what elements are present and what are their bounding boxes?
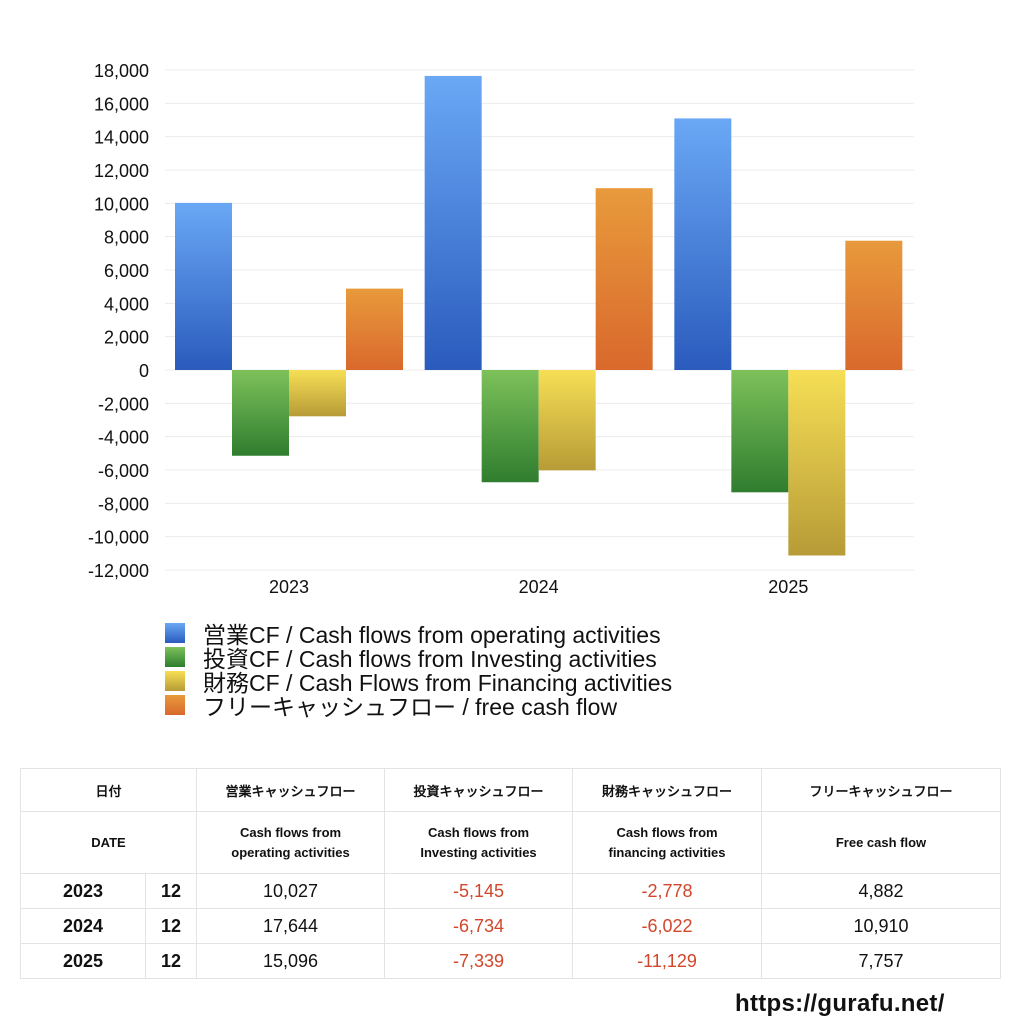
legend-swatch-operating (165, 623, 185, 643)
row-free: 10,910 (761, 908, 1002, 944)
table-row: 2023 12 10,027 -5,145 -2,778 4,882 (20, 873, 1002, 909)
legend-label-investing: 投資CF / Cash flows from Investing activit… (203, 646, 657, 672)
bar-investing-2023 (232, 370, 289, 456)
y-tick-label: 6,000 (104, 261, 149, 281)
bar-free-2025 (845, 240, 903, 370)
y-tick-label: -6,000 (98, 461, 149, 481)
legend-swatch-financing (165, 671, 185, 691)
legend-item-investing: 投資CF / Cash flows from Investing activit… (165, 645, 672, 672)
y-tick-label: -10,000 (88, 528, 149, 548)
y-tick-label: 8,000 (104, 228, 149, 248)
header-operating-ja: 営業キャッシュフロー (196, 768, 386, 812)
y-tick-label: -2,000 (98, 394, 149, 414)
y-tick-label: -4,000 (98, 428, 149, 448)
table-header-en: DATE Cash flows from operating activitie… (19, 811, 1002, 874)
bar-investing-2024 (481, 370, 539, 483)
y-tick-label: -12,000 (88, 561, 149, 581)
x-tick-label: 2025 (768, 577, 808, 597)
y-tick-label: 4,000 (104, 294, 149, 314)
header-operating-en-line2: operating activities (231, 844, 350, 860)
row-free: 4,882 (761, 873, 1002, 909)
bar-financing-2024 (538, 370, 596, 471)
legend-item-operating: 営業CF / Cash flows from operating activit… (165, 621, 672, 648)
row-operating: 15,096 (196, 943, 386, 979)
header-financing-en: Cash flows from financing activities (572, 811, 763, 874)
y-axis-ticks: 18,000 16,000 14,000 12,000 10,000 8,000 6,000… (88, 61, 149, 581)
bars (175, 75, 903, 556)
header-free-en-line1: Free cash flow (835, 834, 927, 850)
header-investing-ja: 投資キャッシュフロー (384, 768, 574, 812)
table-row: 2025 12 15,096 -7,339 -11,129 7,757 (20, 943, 1002, 979)
y-tick-label: 2,000 (104, 328, 149, 348)
row-investing: -5,145 (384, 873, 574, 909)
bar-operating-2024 (424, 75, 482, 370)
header-financing-en-line2: financing activities (608, 844, 726, 860)
bar-free-2024 (595, 188, 653, 370)
header-operating-en-line1: Cash flows from (239, 824, 342, 840)
row-investing: -7,339 (384, 943, 574, 979)
legend-item-free: フリーキャッシュフロー / free cash flow (165, 693, 672, 720)
y-tick-label: -8,000 (98, 494, 149, 514)
table-row: 2024 12 17,644 -6,734 -6,022 10,910 (20, 908, 1002, 944)
header-investing-en: Cash flows from Investing activities (384, 811, 574, 874)
legend-swatch-free (165, 695, 185, 715)
y-tick-label: 16,000 (94, 94, 149, 114)
x-tick-label: 2024 (519, 577, 559, 597)
cash-flow-table: 日付 営業キャッシュフロー 投資キャッシュフロー 財務キャッシュフロー フリーキ… (19, 768, 1002, 979)
row-month: 12 (144, 873, 198, 909)
header-date-en: DATE (19, 811, 198, 874)
header-investing-en-line1: Cash flows from (427, 824, 530, 840)
row-financing: -2,778 (572, 873, 763, 909)
y-tick-label: 14,000 (94, 128, 149, 148)
bar-chart: 18,000 16,000 14,000 12,000 10,000 8,000 6,000… (88, 61, 914, 597)
row-month: 12 (144, 908, 198, 944)
chart-legend: 営業CF / Cash flows from operating activit… (165, 621, 672, 720)
y-tick-label: 0 (139, 361, 149, 381)
row-operating: 10,027 (196, 873, 386, 909)
bar-operating-2025 (674, 118, 732, 371)
bar-financing-2025 (788, 370, 846, 556)
x-tick-label: 2023 (269, 577, 309, 597)
y-tick-label: 18,000 (94, 61, 149, 81)
header-investing-en-line2: Investing activities (420, 844, 537, 860)
header-financing-en-line1: Cash flows from (616, 824, 718, 840)
row-year: 2025 (20, 943, 146, 979)
header-financing-ja: 財務キャッシュフロー (572, 768, 763, 812)
y-tick-label: 10,000 (94, 194, 149, 214)
header-operating-en: Cash flows from operating activities (196, 811, 386, 874)
row-financing: -6,022 (572, 908, 763, 944)
row-year: 2023 (20, 873, 146, 909)
legend-label-free: フリーキャッシュフロー / free cash flow (203, 694, 618, 720)
row-operating: 17,644 (196, 908, 386, 944)
x-axis-ticks: 2023 2024 2025 (269, 577, 808, 597)
legend-swatch-investing (165, 647, 185, 667)
y-tick-label: 12,000 (94, 161, 149, 181)
header-free-ja: フリーキャッシュフロー (761, 768, 1002, 812)
header-free-en: Free cash flow (761, 811, 1002, 874)
header-date-en-line1: DATE (91, 834, 126, 850)
row-investing: -6,734 (384, 908, 574, 944)
legend-item-financing: 財務CF / Cash Flows from Financing activit… (165, 669, 672, 696)
row-year: 2024 (20, 908, 146, 944)
row-month: 12 (144, 943, 198, 979)
table-header-ja: 日付 営業キャッシュフロー 投資キャッシュフロー 財務キャッシュフロー フリーキ… (19, 768, 1002, 812)
site-url[interactable]: https://gurafu.net/ (735, 990, 945, 1017)
bar-free-2023 (346, 288, 403, 370)
bar-financing-2023 (289, 370, 346, 417)
row-financing: -11,129 (572, 943, 763, 979)
bar-operating-2023 (175, 202, 232, 370)
legend-label-financing: 財務CF / Cash Flows from Financing activit… (203, 670, 673, 696)
row-free: 7,757 (761, 943, 1002, 979)
legend-label-operating: 営業CF / Cash flows from operating activit… (203, 622, 661, 648)
header-date-ja: 日付 (19, 768, 198, 812)
bar-investing-2025 (731, 370, 789, 493)
